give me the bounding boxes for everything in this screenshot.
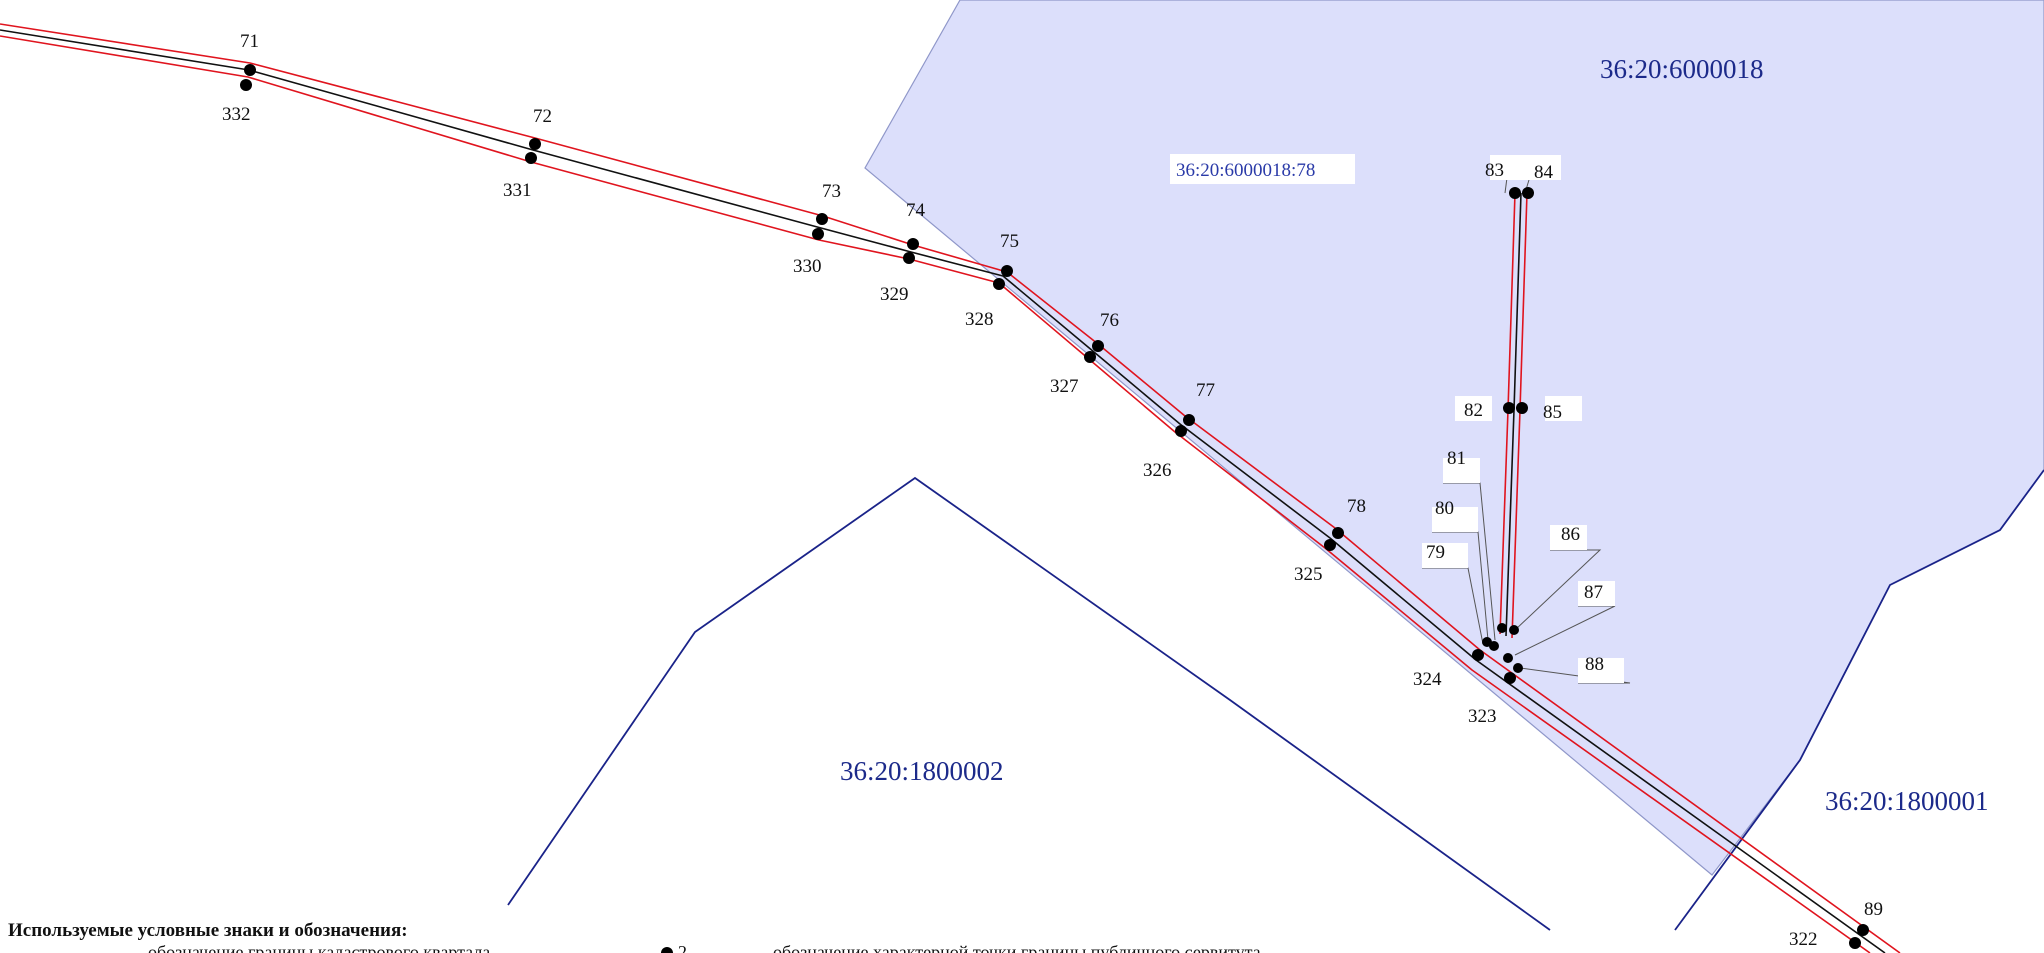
point-71	[244, 64, 256, 76]
label-74: 74	[906, 200, 926, 221]
point-77	[1183, 414, 1195, 426]
parcel-label: 36:20:6000018:78	[1176, 160, 1315, 181]
point-322	[1849, 937, 1861, 949]
point-85	[1516, 402, 1528, 414]
label-72: 72	[533, 106, 552, 127]
legend-title: Используемые условные знаки и обозначени…	[8, 920, 408, 941]
label-88: 88	[1585, 654, 1604, 675]
point-83	[1509, 187, 1521, 199]
label-329: 329	[880, 284, 909, 305]
point-84	[1522, 187, 1534, 199]
legend-quarter-border-text: обозначение границы кадастрового квартал…	[148, 942, 491, 953]
point-331	[525, 152, 537, 164]
point-86	[1509, 625, 1519, 635]
point-323	[1504, 672, 1516, 684]
legend: Используемые условные знаки и обозначени…	[8, 920, 1508, 953]
point-332	[240, 79, 252, 91]
point-72	[529, 138, 541, 150]
label-89: 89	[1864, 899, 1883, 920]
label-76: 76	[1100, 310, 1119, 331]
point-76	[1092, 340, 1104, 352]
legend-row: обозначение границы кадастрового квартал…	[8, 942, 1508, 953]
point-78	[1332, 527, 1344, 539]
legend-point-icon	[661, 947, 673, 953]
quarter-border-1800001	[1674, 469, 2044, 931]
point-328	[993, 278, 1005, 290]
point-markers	[240, 64, 1869, 949]
label-82: 82	[1464, 400, 1483, 421]
label-86: 86	[1561, 524, 1580, 545]
point-330	[812, 228, 824, 240]
quarter-label-1800002: 36:20:1800002	[840, 756, 1004, 786]
label-85: 85	[1543, 402, 1562, 423]
quarter-border-1800002	[507, 476, 1551, 931]
point-75	[1001, 265, 1013, 277]
label-322: 322	[1789, 929, 1818, 950]
point-73	[816, 213, 828, 225]
label-73: 73	[822, 181, 841, 202]
label-71: 71	[240, 31, 259, 52]
label-80: 80	[1435, 498, 1454, 519]
label-332: 332	[222, 104, 251, 125]
point-329	[903, 252, 915, 264]
legend-point-symbol: 2	[678, 942, 687, 953]
label-326: 326	[1143, 460, 1172, 481]
point-327	[1084, 351, 1096, 363]
point-labels: 71 332 72 331 73 330 74 329 75 328 76 32…	[222, 31, 1883, 950]
point-88	[1513, 663, 1523, 673]
label-79: 79	[1426, 542, 1445, 563]
label-81: 81	[1447, 448, 1466, 469]
point-325	[1324, 539, 1336, 551]
label-323: 323	[1468, 706, 1497, 727]
label-75: 75	[1000, 231, 1019, 252]
quarter-label-1800001: 36:20:1800001	[1825, 786, 1989, 816]
label-324: 324	[1413, 669, 1442, 690]
label-331: 331	[503, 180, 532, 201]
label-77: 77	[1196, 380, 1215, 401]
label-87: 87	[1584, 582, 1603, 603]
parcel-area	[864, 0, 2044, 876]
label-83: 83	[1485, 160, 1504, 181]
label-78: 78	[1347, 496, 1366, 517]
point-74	[907, 238, 919, 250]
legend-point-text: обозначение характерной точки границы пу…	[773, 942, 1261, 953]
label-84: 84	[1534, 162, 1554, 183]
label-327: 327	[1050, 376, 1079, 397]
point-89	[1857, 924, 1869, 936]
point-324	[1472, 649, 1484, 661]
point-87	[1503, 653, 1513, 663]
label-325: 325	[1294, 564, 1323, 585]
quarter-label-6000018: 36:20:6000018	[1600, 54, 1764, 84]
point-82	[1503, 402, 1515, 414]
point-80	[1489, 641, 1499, 651]
label-330: 330	[793, 256, 822, 277]
point-326	[1175, 425, 1187, 437]
label-328: 328	[965, 309, 994, 330]
label-boxes	[1170, 154, 1624, 683]
point-81	[1497, 623, 1507, 633]
